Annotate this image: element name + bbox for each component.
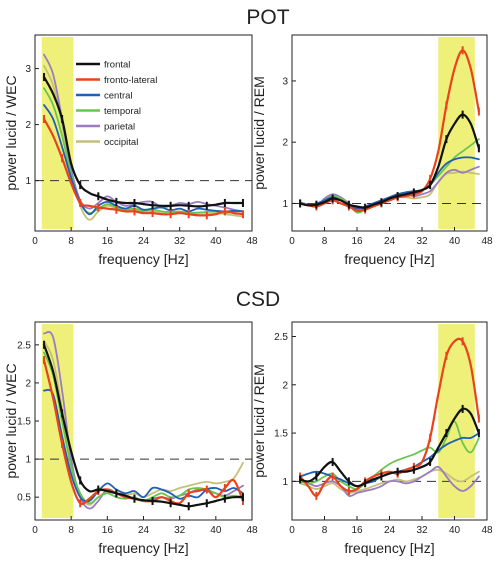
x-tick-label: 0: [32, 525, 38, 536]
series-line-frontal: [42, 343, 245, 508]
series-line-fronto-lateral: [299, 337, 480, 497]
x-axis-label: frequency [Hz]: [344, 251, 434, 267]
y-tick-label: 2: [282, 380, 288, 391]
y-tick-label: 1: [282, 477, 288, 488]
x-axis-label: frequency [Hz]: [98, 540, 188, 556]
chart-csd-rem: 0 8 16 24 32 40 48 1 1.5 2 2.5 frequency [Hz] power …: [251, 321, 493, 556]
section-title-pot: POT: [246, 6, 289, 29]
series-line-central: [43, 104, 244, 216]
x-tick-label: 40: [210, 236, 222, 247]
x-tick-label: 48: [481, 525, 493, 536]
chart-csd-wec: 0 8 16 24 32 40 48 0.5 1 1.5 2 2.5 frequency [Hz] pow…: [3, 321, 258, 556]
y-axis-label: power lucid / REM: [251, 364, 267, 478]
y-tick-label: 2.5: [274, 332, 288, 343]
highlight-band: [438, 37, 475, 229]
x-tick-label: 16: [351, 525, 363, 536]
x-tick-label: 48: [246, 525, 258, 536]
series-line-temporal: [299, 420, 480, 491]
y-tick-label: 3: [282, 76, 288, 87]
y-axis-label: power lucid / WEC: [3, 363, 19, 478]
y-tick-label: 2.5: [17, 340, 31, 351]
x-tick-label: 40: [449, 525, 461, 536]
x-tick-label: 0: [289, 236, 295, 247]
x-tick-label: 32: [416, 236, 428, 247]
series-line-fronto-lateral: [42, 117, 245, 217]
y-tick-label: 2: [25, 378, 31, 389]
y-axis-label: power lucid / REM: [251, 76, 267, 190]
x-tick-label: 8: [68, 236, 74, 247]
y-tick-label: 2: [282, 138, 288, 149]
y-tick-label: 1: [25, 455, 31, 466]
y-tick-label: 1.5: [274, 429, 288, 440]
x-tick-label: 24: [138, 236, 150, 247]
legend-label-frontal: frontal: [104, 60, 130, 71]
x-tick-label: 8: [322, 525, 328, 536]
chart-pot-wec: 0 8 16 24 32 40 48 1 2 3 frequency [Hz] power lucid…: [3, 34, 258, 267]
x-tick-label: 16: [351, 236, 363, 247]
series-line-fronto-lateral: [299, 49, 480, 213]
x-tick-label: 16: [102, 525, 114, 536]
y-tick-label: 1.5: [17, 417, 31, 428]
legend-label-central: central: [104, 91, 133, 102]
x-tick-label: 8: [322, 236, 328, 247]
x-tick-label: 0: [289, 525, 295, 536]
x-tick-label: 40: [449, 236, 461, 247]
x-tick-label: 24: [138, 525, 150, 536]
legend-label-occipital: occipital: [104, 137, 138, 148]
series-line-temporal: [43, 87, 244, 215]
legend-label-fronto-lateral: fronto-lateral: [104, 75, 157, 86]
y-tick-label: 1: [25, 176, 31, 187]
legend: frontal fronto-lateral central temporal pari…: [76, 60, 157, 148]
x-tick-label: 32: [416, 525, 428, 536]
x-tick-label: 32: [174, 236, 186, 247]
x-axis-label: frequency [Hz]: [98, 251, 188, 267]
y-tick-label: 1: [282, 199, 288, 210]
legend-label-parietal: parietal: [104, 122, 135, 133]
series-line-frontal: [42, 75, 245, 208]
series-line-frontal: [299, 407, 480, 488]
x-axis-label: frequency [Hz]: [344, 540, 434, 556]
series-line-parietal: [299, 465, 480, 498]
legend-label-temporal: temporal: [104, 106, 141, 117]
x-tick-label: 24: [384, 525, 396, 536]
x-tick-label: 16: [102, 236, 114, 247]
y-axis-label: power lucid / WEC: [3, 75, 19, 190]
y-tick-label: 0.5: [17, 493, 31, 504]
x-tick-label: 24: [384, 236, 396, 247]
section-title-csd: CSD: [236, 288, 280, 311]
x-tick-label: 48: [481, 236, 493, 247]
x-tick-label: 32: [174, 525, 186, 536]
series-line-occipital: [43, 64, 244, 221]
x-tick-label: 8: [68, 525, 74, 536]
y-tick-label: 3: [25, 64, 31, 75]
x-tick-label: 48: [246, 236, 258, 247]
chart-pot-rem: 0 8 16 24 32 40 48 1 2 3 frequency [Hz] power lucid…: [251, 34, 493, 267]
series-line-frontal: [299, 113, 480, 209]
series-line-central: [43, 388, 244, 503]
x-tick-label: 0: [32, 236, 38, 247]
x-tick-label: 40: [210, 525, 222, 536]
y-tick-label: 2: [25, 120, 31, 131]
series-line-central: [299, 156, 480, 210]
